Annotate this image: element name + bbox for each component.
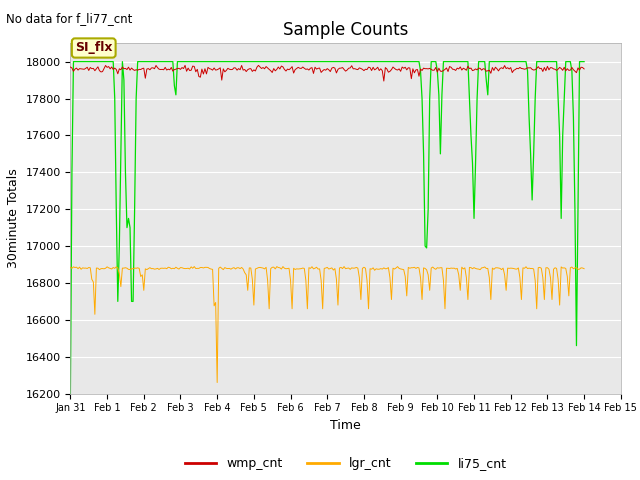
Legend: wmp_cnt, lgr_cnt, li75_cnt: wmp_cnt, lgr_cnt, li75_cnt xyxy=(180,453,511,475)
Title: Sample Counts: Sample Counts xyxy=(283,21,408,39)
Text: SI_flx: SI_flx xyxy=(75,41,113,55)
X-axis label: Time: Time xyxy=(330,419,361,432)
Text: No data for f_li77_cnt: No data for f_li77_cnt xyxy=(6,12,132,25)
Y-axis label: 30minute Totals: 30minute Totals xyxy=(7,168,20,268)
